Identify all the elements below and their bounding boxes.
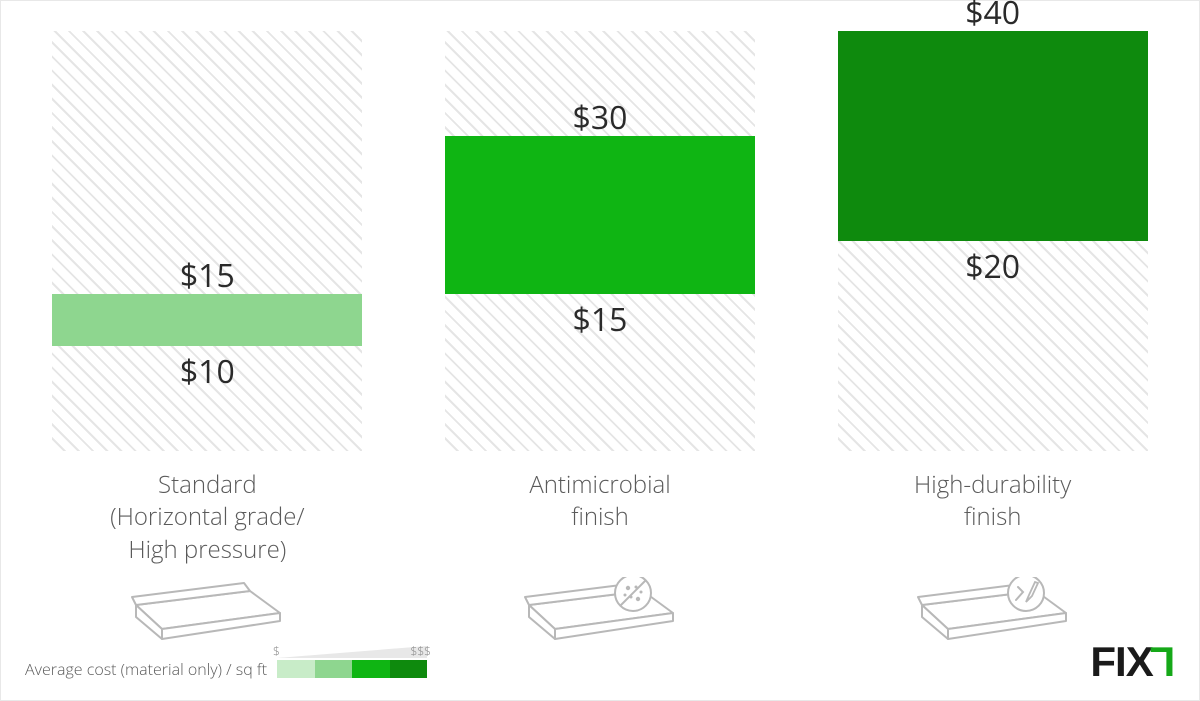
column-2: $30 $15 Antimicrobialfinish (445, 31, 755, 647)
column-1: $15 $10 Standard(Horizontal grade/High p… (52, 31, 362, 647)
category-label-2: Antimicrobialfinish (529, 469, 670, 569)
bar-zone-2: $30 $15 (445, 31, 755, 451)
legend-arrow-icon (277, 646, 427, 658)
bar-2 (445, 136, 755, 294)
grad-stop-2 (315, 660, 353, 678)
logo-accent: Γ (1151, 638, 1175, 686)
countertop-icon-3 (908, 577, 1078, 647)
high-label-2: $30 (445, 96, 755, 139)
low-label-2: $15 (445, 298, 755, 341)
category-label-3: High-durabilityfinish (914, 469, 1071, 569)
countertop-icon-1 (122, 577, 292, 647)
high-label-3: $40 (838, 0, 1148, 34)
grad-stop-3 (352, 660, 390, 678)
category-label-1: Standard(Horizontal grade/High pressure) (110, 469, 305, 569)
legend-gradient (277, 660, 427, 678)
legend: Average cost (material only) / sq ft $ $… (25, 658, 427, 680)
bar-1 (52, 294, 362, 347)
grad-stop-1 (277, 660, 315, 678)
legend-text: Average cost (material only) / sq ft (25, 658, 267, 680)
bar-zone-1: $15 $10 (52, 31, 362, 451)
countertop-icon-2 (515, 577, 685, 647)
bar-3 (838, 31, 1148, 241)
fixr-logo: FIXΓ (1090, 638, 1175, 686)
chart-area: $15 $10 Standard(Horizontal grade/High p… (1, 1, 1199, 647)
low-label-3: $20 (838, 245, 1148, 288)
legend-high-symbol: $$$ (410, 642, 431, 659)
grad-stop-4 (390, 660, 428, 678)
legend-gradient-wrap: $ $$$ (277, 660, 427, 678)
logo-main: FIX (1090, 638, 1152, 686)
column-3: $40 $20 High-durabilityfinish (838, 31, 1148, 647)
high-label-1: $15 (52, 254, 362, 297)
bar-zone-3: $40 $20 (838, 31, 1148, 451)
low-label-1: $10 (52, 350, 362, 393)
